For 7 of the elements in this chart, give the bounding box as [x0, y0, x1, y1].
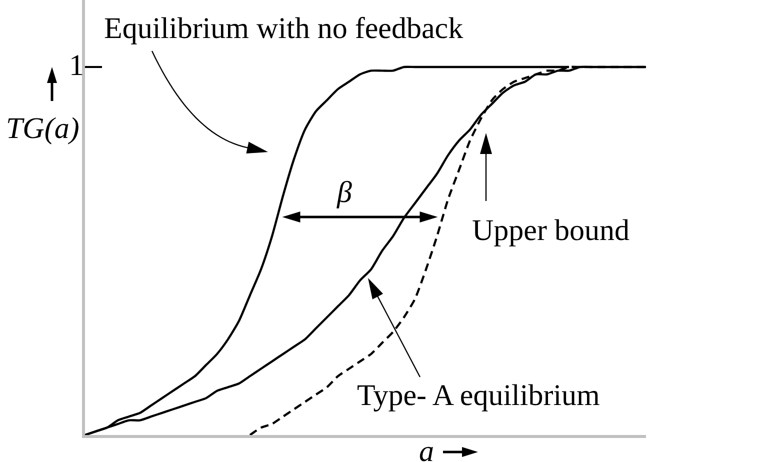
annotation: 1 — [69, 49, 84, 82]
text: Equilibrium with no feedback — [104, 12, 464, 45]
annotation: Type- A equilibrium — [357, 379, 600, 412]
annotation: Upper bound — [472, 214, 630, 247]
x-axis-title: a — [419, 435, 434, 462]
annotation: β — [336, 176, 352, 209]
y-axis-title: TG(a) — [6, 112, 80, 145]
